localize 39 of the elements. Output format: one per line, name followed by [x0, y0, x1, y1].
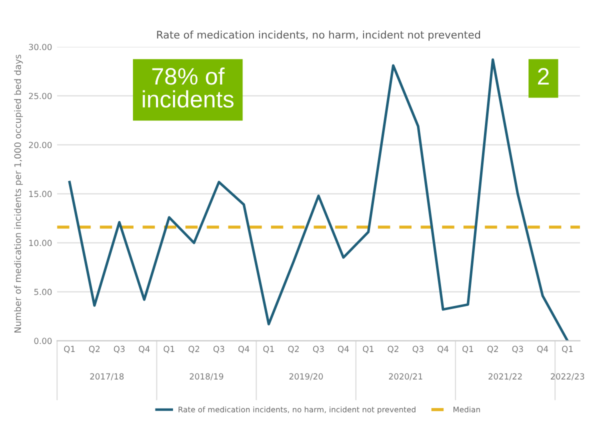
x-tick-label: Q2 — [88, 346, 100, 354]
x-tick-label: Q4 — [537, 346, 548, 354]
x-tick-label: Q1 — [462, 346, 474, 354]
y-tick-label: 10.00 — [29, 240, 52, 246]
text: 2021/22 — [488, 373, 522, 380]
x-tick-label: Q2 — [487, 346, 498, 354]
x-tick-label: Q1 — [362, 346, 374, 354]
x-tick-label: Q1 — [263, 346, 274, 354]
x-tick-label: Q2 — [388, 346, 398, 354]
y-tick-label: 5.00 — [34, 288, 52, 296]
annotation: 2 — [538, 68, 549, 85]
text: 2019/20 — [289, 373, 323, 380]
x-tick-label: Q2 — [288, 346, 299, 354]
text: 2022/23 — [550, 373, 584, 380]
y-tick-label: 20.00 — [28, 142, 52, 148]
y-tick-label: 0.00 — [34, 338, 52, 344]
x-tick-label: Q1 — [164, 346, 174, 354]
x-tick-label: Q3 — [213, 346, 224, 354]
y-tick-label: 30.00 — [29, 44, 52, 50]
x-tick-label: Q4 — [338, 346, 349, 354]
annotation: 78% of incidents — [142, 67, 234, 108]
y-axis-title: Number of medication incidents per 1,000 occupied bed days — [14, 54, 23, 332]
x-tick-label: Q3 — [412, 346, 424, 354]
x-tick-label: Q3 — [313, 346, 324, 354]
x-tick-label: Q3 — [512, 346, 523, 354]
y-tick-label: 25.00 — [28, 92, 52, 100]
x-tick-label: Q1 — [562, 346, 573, 354]
x-tick-label: Q4 — [238, 346, 250, 354]
text: 2020/21 — [388, 373, 422, 380]
chart-title: Rate of medication incidents, no harm, incident not prevented — [157, 30, 480, 41]
y-tick-label: 15.00 — [29, 190, 52, 198]
line-series — [68, 58, 569, 341]
x-tick-label: Q3 — [114, 346, 125, 354]
x-tick-label: Q4 — [438, 346, 448, 354]
text: 2018/19 — [190, 373, 224, 380]
x-tick-label: Q2 — [188, 346, 200, 354]
x-tick-label: Q4 — [138, 346, 150, 354]
text: 2017/18 — [90, 373, 124, 380]
x-tick-label: Q1 — [64, 346, 75, 354]
